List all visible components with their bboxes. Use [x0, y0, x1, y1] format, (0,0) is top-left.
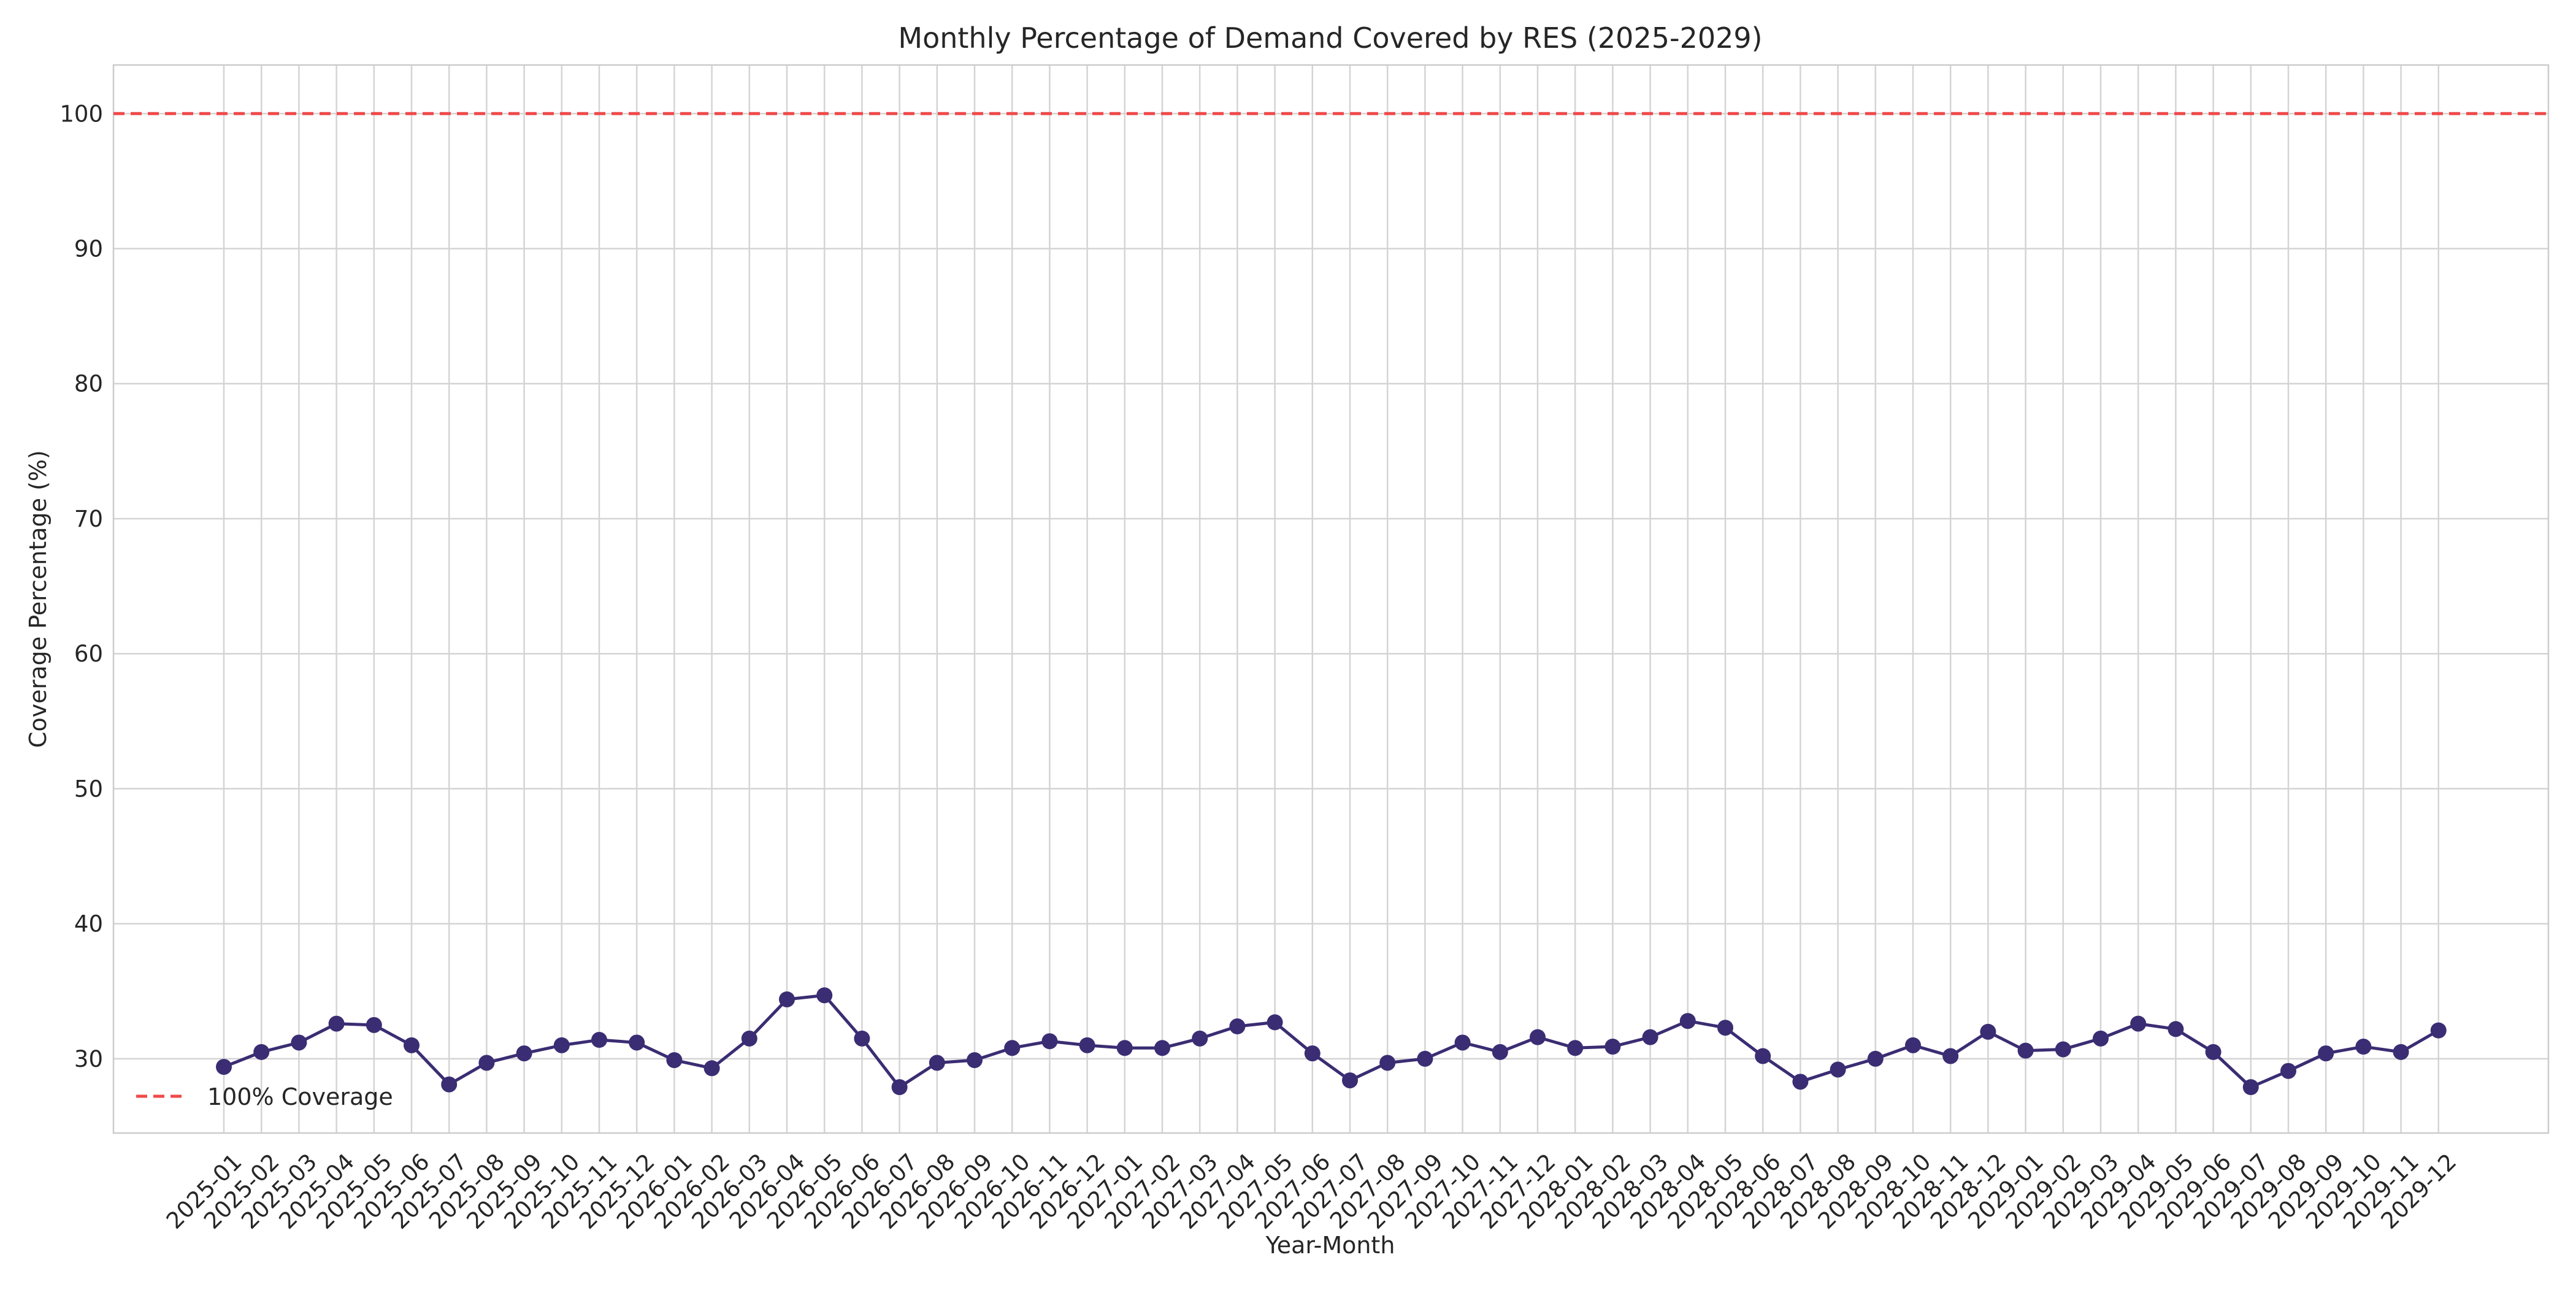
data-point: [2017, 1042, 2034, 1059]
data-point: [1679, 1013, 1696, 1029]
y-tick-label: 30: [74, 1046, 103, 1072]
data-point: [1567, 1040, 1584, 1056]
x-tick-labels: 2025-012025-022025-032025-042025-052025-…: [161, 1148, 2462, 1234]
data-point: [291, 1034, 307, 1051]
data-point: [2205, 1044, 2221, 1060]
data-point: [1980, 1023, 1996, 1040]
data-point: [967, 1052, 983, 1069]
y-tick-labels: 30 40 50 60 70 80 90 100: [59, 101, 103, 1072]
data-point: [854, 1030, 870, 1047]
legend: 100% Coverage: [136, 1083, 393, 1110]
data-point: [1116, 1040, 1133, 1056]
grid: [113, 65, 2548, 1133]
data-point: [891, 1079, 908, 1096]
legend-label-reference-line: 100% Coverage: [207, 1083, 393, 1110]
data-point: [2318, 1045, 2334, 1062]
data-point: [1041, 1033, 1058, 1050]
y-tick-label: 70: [74, 506, 103, 532]
data-point: [2168, 1021, 2184, 1037]
y-tick-label: 100: [59, 101, 103, 127]
data-point: [253, 1044, 270, 1060]
data-point: [1267, 1014, 1283, 1031]
data-point: [366, 1017, 382, 1033]
plot-frame: [112, 64, 2550, 1134]
data-point: [2430, 1022, 2447, 1039]
data-point: [1755, 1048, 1771, 1064]
data-point: [1642, 1029, 1658, 1045]
data-point: [2130, 1015, 2147, 1032]
y-tick-label: 80: [74, 371, 103, 397]
data-point: [441, 1076, 458, 1093]
data-point: [1942, 1048, 1959, 1064]
data-point: [1867, 1050, 1884, 1067]
data-point: [516, 1045, 532, 1062]
y-tick-label: 40: [74, 911, 103, 937]
data-point: [1379, 1055, 1396, 1071]
data-point: [666, 1052, 683, 1069]
y-tick-label: 50: [74, 776, 103, 802]
data-point: [1079, 1037, 1095, 1053]
data-point: [2355, 1039, 2372, 1055]
data-point: [2393, 1044, 2409, 1060]
data-point: [1192, 1030, 1208, 1047]
data-point: [591, 1032, 607, 1048]
data-point: [929, 1055, 945, 1071]
x-axis-label: Year-Month: [1265, 1232, 1395, 1259]
data-point: [2055, 1041, 2071, 1058]
data-point: [1492, 1044, 1508, 1060]
data-point: [553, 1037, 570, 1053]
data-point: [629, 1034, 645, 1051]
data-point: [2242, 1079, 2259, 1096]
data-point: [816, 987, 833, 1004]
data-point: [2280, 1063, 2296, 1079]
data-point: [1342, 1072, 1358, 1089]
data-point: [1229, 1018, 1246, 1035]
data-point: [1717, 1020, 1733, 1036]
data-point: [1004, 1040, 1021, 1056]
data-point: [703, 1060, 720, 1077]
data-point: [1604, 1039, 1621, 1055]
y-tick-label: 60: [74, 641, 103, 667]
data-point: [1792, 1074, 1809, 1090]
data-point: [1154, 1040, 1170, 1056]
data-point: [1905, 1037, 1921, 1053]
data-point: [216, 1059, 232, 1075]
chart-title: Monthly Percentage of Demand Covered by …: [898, 21, 1762, 55]
data-point: [1530, 1029, 1546, 1045]
data-point: [741, 1030, 757, 1047]
data-point: [1454, 1034, 1471, 1051]
data-point: [2093, 1030, 2109, 1047]
y-axis-label: Coverage Percentage (%): [25, 450, 52, 748]
data-point: [1304, 1045, 1321, 1062]
data-point: [328, 1015, 345, 1032]
data-point: [478, 1055, 495, 1071]
data-point: [779, 991, 795, 1007]
data-point: [404, 1037, 420, 1053]
y-tick-label: 90: [74, 236, 103, 262]
data-point: [1830, 1061, 1846, 1078]
series-layer: [216, 987, 2447, 1096]
data-point: [1417, 1050, 1433, 1067]
